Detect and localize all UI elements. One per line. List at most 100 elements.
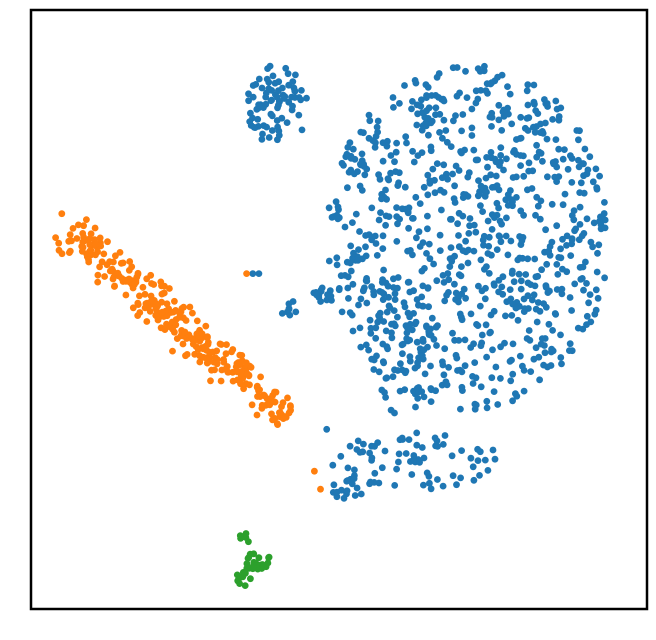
- scatter-point-series-0: [559, 201, 567, 209]
- scatter-point-series-0: [481, 265, 488, 273]
- scatter-point-series-0: [500, 166, 507, 174]
- scatter-point-series-1: [128, 263, 136, 271]
- scatter-point-series-0: [513, 150, 520, 158]
- scatter-point-series-0: [563, 242, 570, 249]
- scatter-point-series-0: [508, 120, 516, 128]
- scatter-point-series-1: [136, 309, 144, 316]
- scatter-point-series-0: [449, 329, 456, 337]
- scatter-point-series-0: [398, 366, 406, 374]
- scatter-point-series-0: [470, 247, 478, 255]
- scatter-point-series-0: [351, 492, 359, 499]
- scatter-point-series-0: [403, 329, 411, 337]
- scatter-point-series-0: [545, 320, 553, 328]
- scatter-point-series-0: [343, 150, 351, 158]
- scatter-point-series-0: [477, 383, 485, 391]
- scatter-point-series-0: [372, 324, 380, 332]
- scatter-point-series-0: [365, 134, 373, 142]
- scatter-point-series-0: [492, 172, 500, 180]
- scatter-point-series-0: [355, 301, 362, 309]
- scatter-point-series-0: [533, 153, 541, 161]
- scatter-point-series-0: [404, 278, 412, 286]
- scatter-point-series-0: [439, 134, 446, 142]
- scatter-point-series-0: [448, 452, 456, 460]
- scatter-point-series-0: [514, 316, 522, 324]
- scatter-point-series-0: [419, 282, 427, 290]
- scatter-point-series-0: [530, 123, 537, 131]
- scatter-point-series-0: [524, 81, 532, 89]
- scatter-point-series-0: [380, 266, 387, 274]
- scatter-point-series-0: [370, 366, 378, 373]
- scatter-point-series-0: [399, 340, 407, 348]
- scatter-point-series-0: [487, 80, 495, 87]
- scatter-point-series-0: [382, 186, 389, 194]
- scatter-point-series-1: [265, 399, 273, 406]
- scatter-point-series-0: [369, 355, 377, 363]
- scatter-point-series-0: [413, 234, 420, 242]
- scatter-point-series-0: [350, 249, 357, 257]
- scatter-point-series-0: [518, 237, 526, 245]
- scatter-point-series-0: [323, 425, 331, 433]
- scatter-point-series-0: [283, 119, 291, 126]
- scatter-point-series-0: [421, 370, 429, 378]
- scatter-point-series-0: [426, 479, 433, 487]
- scatter-point-series-0: [425, 328, 433, 335]
- scatter-point-series-0: [528, 296, 536, 304]
- scatter-point-series-0: [537, 149, 545, 157]
- scatter-point-series-2: [250, 562, 257, 569]
- scatter-point-series-0: [412, 403, 419, 411]
- scatter-point-series-0: [389, 94, 397, 101]
- scatter-point-series-0: [374, 439, 382, 446]
- scatter-point-series-0: [542, 100, 550, 108]
- scatter-point-series-1: [171, 297, 178, 305]
- scatter-point-series-0: [564, 165, 572, 173]
- scatter-point-series-0: [439, 482, 447, 490]
- scatter-point-series-0: [333, 254, 341, 262]
- scatter-point-series-0: [360, 286, 367, 294]
- scatter-point-series-1: [273, 420, 281, 427]
- scatter-point-series-0: [559, 155, 567, 163]
- scatter-point-series-0: [382, 327, 390, 335]
- scatter-point-series-0: [422, 81, 430, 89]
- scatter-point-series-0: [420, 481, 427, 489]
- scatter-point-series-0: [491, 155, 499, 163]
- scatter-point-series-2: [242, 530, 250, 537]
- scatter-point-series-1: [256, 386, 263, 394]
- scatter-point-series-0: [317, 298, 324, 305]
- scatter-point-series-0: [447, 215, 454, 223]
- scatter-point-series-0: [487, 311, 495, 319]
- scatter-point-series-0: [413, 338, 421, 346]
- scatter-point-series-0: [416, 200, 424, 208]
- scatter-point-series-0: [395, 179, 402, 187]
- scatter-point-series-0: [578, 232, 586, 240]
- scatter-point-series-0: [575, 156, 582, 164]
- scatter-point-series-1: [217, 377, 225, 385]
- scatter-point-series-0: [344, 464, 352, 472]
- scatter-point-series-0: [389, 373, 397, 381]
- scatter-point-series-0: [394, 284, 401, 292]
- scatter-point-series-0: [482, 87, 490, 95]
- scatter-point-series-0: [478, 339, 486, 347]
- scatter-point-series-1: [94, 271, 102, 279]
- scatter-point-series-1: [243, 370, 251, 378]
- scatter-point-series-0: [478, 331, 486, 339]
- scatter-point-series-0: [350, 475, 358, 482]
- scatter-point-series-1: [193, 317, 201, 325]
- scatter-point-series-1: [158, 282, 165, 290]
- scatter-point-series-0: [508, 312, 516, 319]
- scatter-point-series-0: [529, 167, 537, 175]
- scatter-point-series-0: [414, 362, 421, 370]
- scatter-point-series-0: [379, 358, 387, 365]
- scatter-point-series-0: [266, 62, 274, 70]
- scatter-point-series-0: [592, 165, 600, 173]
- scatter-point-series-1: [248, 401, 256, 409]
- scatter-point-series-0: [585, 299, 592, 307]
- scatter-point-series-0: [410, 452, 418, 459]
- scatter-point-series-1: [103, 261, 111, 269]
- scatter-point-series-0: [567, 252, 575, 259]
- scatter-point-series-0: [385, 213, 393, 221]
- scatter-point-series-0: [338, 159, 346, 167]
- scatter-point-series-0: [440, 371, 448, 379]
- scatter-point-series-0: [583, 321, 590, 328]
- scatter-point-series-0: [373, 123, 381, 131]
